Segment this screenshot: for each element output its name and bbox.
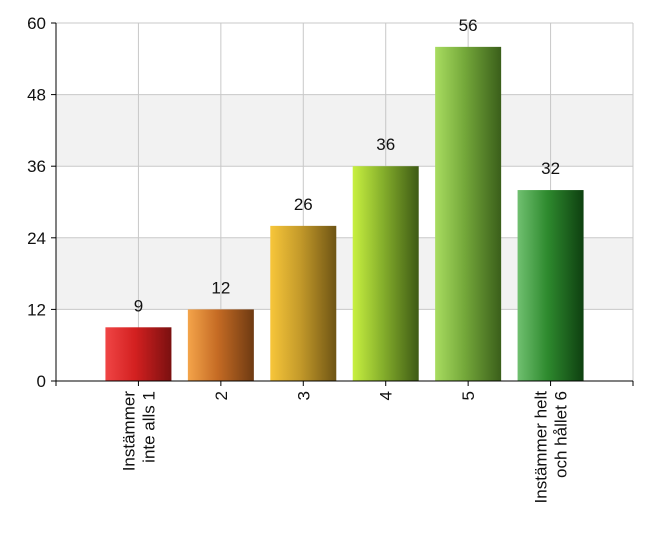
x-tick-labels: Instämmerinte alls 1 2 3 4 5 Instämmer heltoc… <box>119 391 570 504</box>
x-tick-label-line: Instämmer <box>119 391 138 472</box>
y-tick-label: 60 <box>27 14 46 33</box>
x-tick-label-line: och hållet 6 <box>552 391 571 478</box>
x-tick-label-line: 5 <box>459 391 478 400</box>
data-label: 56 <box>459 16 478 35</box>
plot-band <box>56 94 633 167</box>
y-tick-labels: 0 12 24 36 48 60 <box>27 14 46 391</box>
bar <box>187 309 254 381</box>
x-tick-label: Instämmerinte alls 1 <box>119 391 158 472</box>
bar <box>517 190 584 381</box>
x-tick-label-line: 3 <box>294 391 313 400</box>
x-tick-label-line: 2 <box>212 391 231 400</box>
y-tick-label: 36 <box>27 157 46 176</box>
data-label: 26 <box>294 195 313 214</box>
y-tick-label: 12 <box>27 300 46 319</box>
bars <box>105 46 584 381</box>
y-tick-label: 48 <box>27 86 46 105</box>
x-tick-label: 3 <box>294 391 313 400</box>
x-tick-label: 4 <box>377 391 396 400</box>
data-label: 12 <box>211 278 230 297</box>
data-labels: 9 12 26 36 56 32 <box>134 16 560 315</box>
x-tick-label-line: 4 <box>377 391 396 400</box>
x-tick-label: 5 <box>459 391 478 400</box>
x-tick-label: 2 <box>212 391 231 400</box>
x-tick-label-line: inte alls 1 <box>139 391 158 463</box>
axes <box>51 22 634 386</box>
bar <box>270 225 337 381</box>
x-tick-label: Instämmer heltoch hållet 6 <box>532 391 571 504</box>
data-label: 9 <box>134 296 143 315</box>
x-tick-label-line: Instämmer helt <box>532 391 551 504</box>
bar <box>435 46 502 381</box>
data-label: 36 <box>376 135 395 154</box>
plot-band <box>56 23 633 95</box>
y-tick-label: 0 <box>37 372 46 391</box>
y-tick-label: 24 <box>27 229 46 248</box>
bar <box>105 327 172 381</box>
bar <box>352 166 419 381</box>
data-label: 32 <box>541 159 560 178</box>
